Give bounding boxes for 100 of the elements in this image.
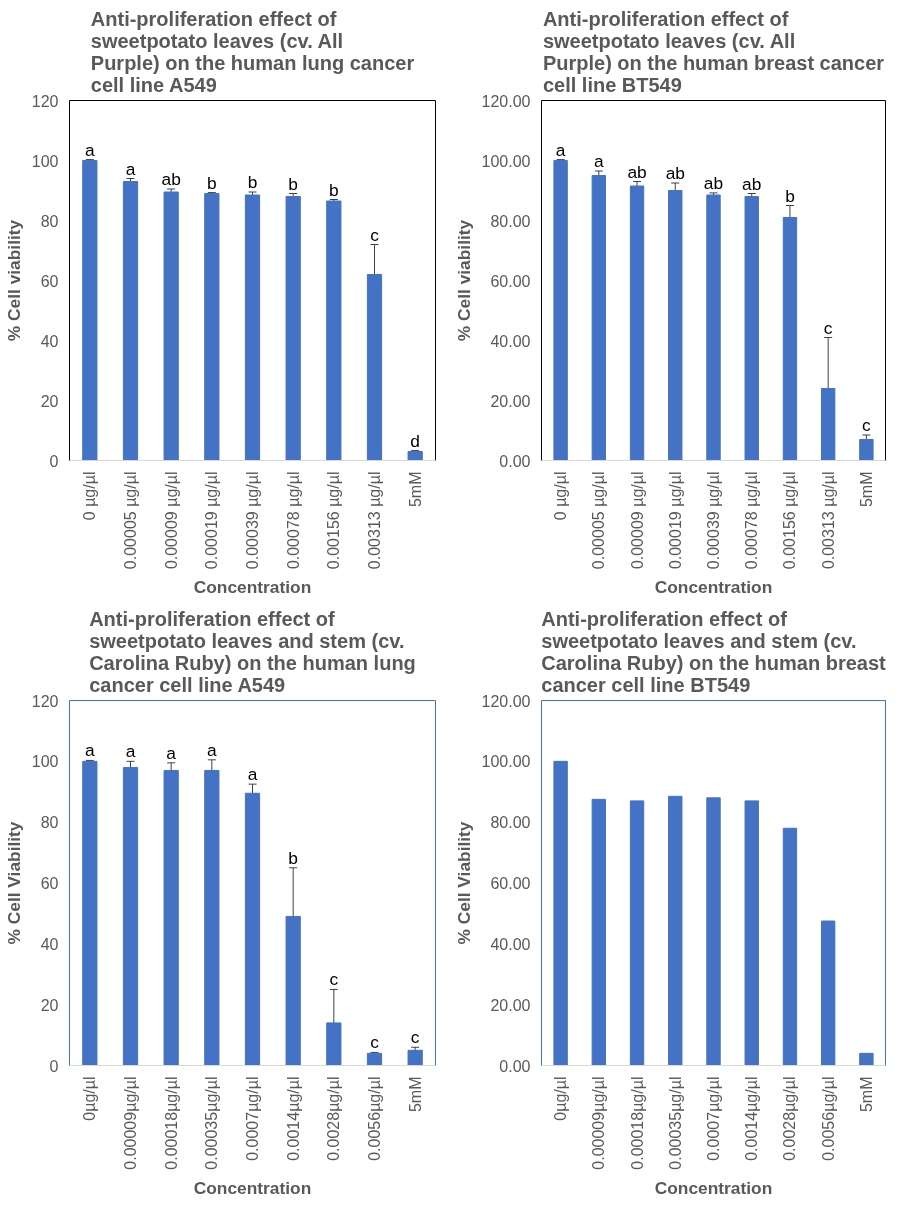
annotation: ab [161, 169, 181, 189]
y-tick-label: 60.00 [490, 875, 531, 892]
annotation: b [288, 847, 298, 868]
y-tick-label: 100 [31, 152, 59, 170]
annotation: ab [627, 161, 647, 182]
x-tick-label: 0µg/µl [552, 1076, 570, 1121]
x-tick-label: 0.00005 µg/µl [122, 471, 139, 570]
annotation: c [370, 1032, 380, 1053]
x-tick-label: 0 µg/µl [81, 471, 99, 521]
chart-title: Anti-proliferation effect of sweetpotato leaves (cv. All Purple) on the human lung cancer cell line A549 [90, 7, 415, 96]
y-tick-label: 60 [40, 875, 59, 892]
annotation: a [555, 139, 566, 160]
x-tick-label: 0.0007µg/µl [705, 1076, 722, 1161]
x-axis-title: Concentration [193, 577, 312, 598]
chart-title: Anti-proliferation effect of sweetpotato leaves and stem (cv. Carolina Ruby) on the human breast cancer cell line BT549 [541, 607, 887, 696]
x-tick-label: 0.00039 µg/µl [705, 471, 722, 570]
x-tick-label: 0.00035µg/µl [203, 1076, 221, 1170]
x-tick-label: 0.00156 µg/µl [781, 471, 799, 570]
annotation: c [329, 969, 339, 990]
chart-title: Anti-proliferation effect of sweetpotato leaves and stem (cv. Carolina Ruby) on the human lung cancer cell line A549 [89, 607, 416, 696]
y-tick-label: 100 [31, 753, 59, 771]
x-tick-label: 0.00313 µg/µl [819, 471, 837, 570]
annotation: b [207, 172, 217, 193]
y-tick-label: 100.00 [481, 152, 531, 170]
annotation: c [823, 317, 833, 338]
y-tick-label: 20.00 [490, 392, 531, 410]
x-tick-label: 0.0028µg/µl [325, 1076, 343, 1161]
x-axis-title: Concentration [654, 577, 773, 598]
x-tick-label: 0.00018µg/µl [628, 1076, 646, 1170]
y-tick-label: 40 [40, 332, 59, 350]
annotation: ab [665, 163, 685, 183]
y-tick-label: 0.00 [499, 452, 531, 470]
x-tick-label: 0µg/µl [81, 1076, 99, 1121]
x-axis-title: Concentration [654, 1177, 773, 1198]
annotation: c [410, 1027, 420, 1048]
y-tick-label: 40.00 [490, 332, 531, 350]
annotation: b [329, 179, 339, 200]
y-tick-label: 120.00 [481, 692, 531, 710]
annotation: c [370, 224, 380, 245]
x-tick-label: 0 µg/µl [552, 471, 570, 521]
x-tick-label: 0.00009µg/µl [122, 1076, 139, 1170]
annotation: a [207, 739, 218, 760]
annotation: b [247, 172, 258, 192]
y-tick-label: 60.00 [490, 272, 531, 290]
annotation: a [85, 139, 96, 160]
y-tick-label: 120.00 [481, 92, 531, 110]
x-axis-title: Concentration [193, 1177, 312, 1198]
x-tick-label: 0.00078 µg/µl [743, 471, 761, 570]
annotation: d [410, 430, 420, 451]
x-tick-label: 0.00078 µg/µl [284, 471, 302, 570]
x-tick-label: 0.0014µg/µl [743, 1076, 761, 1161]
x-tick-label: 0.0056µg/µl [819, 1076, 837, 1161]
x-tick-label: 0.0007µg/µl [244, 1076, 261, 1161]
y-tick-label: 80 [40, 814, 59, 832]
x-tick-label: 0.0056µg/µl [366, 1076, 383, 1161]
y-tick-label: 120 [31, 92, 59, 110]
x-tick-label: 0.00156 µg/µl [325, 471, 343, 570]
x-tick-label: 0.00018µg/µl [162, 1076, 180, 1170]
y-tick-label: 100.00 [481, 753, 531, 771]
annotation: a [247, 764, 258, 785]
x-tick-label: 0.00005 µg/µl [590, 471, 608, 570]
x-tick-label: 0.00019 µg/µl [203, 471, 221, 570]
annotation: c [862, 415, 872, 435]
x-tick-label: 0.00009 µg/µl [628, 471, 646, 570]
y-tick-label: 20 [40, 392, 59, 410]
y-tick-label: 20.00 [490, 996, 531, 1014]
y-tick-label: 0 [49, 1057, 59, 1075]
y-axis-title: % Cell Viability [453, 821, 474, 945]
x-tick-label: 5mM [406, 1076, 424, 1113]
y-tick-label: 20 [40, 996, 59, 1014]
x-tick-label: 0.00039 µg/µl [244, 471, 261, 570]
x-tick-label: 0.00009µg/µl [590, 1076, 608, 1170]
annotation: a [594, 151, 605, 171]
x-tick-label: 0.00019 µg/µl [666, 471, 684, 570]
y-tick-label: 60 [40, 272, 59, 290]
annotation: b [288, 173, 298, 194]
y-tick-label: 80.00 [490, 814, 531, 832]
annotation: ab [703, 172, 724, 193]
annotation: b [785, 185, 795, 206]
y-tick-label: 0 [49, 452, 59, 470]
x-tick-label: 5mM [857, 471, 875, 508]
x-tick-label: 0.00009 µg/µl [162, 471, 180, 570]
y-tick-label: 40 [40, 935, 59, 953]
x-tick-label: 0.00035µg/µl [666, 1076, 684, 1170]
annotation: a [125, 741, 136, 762]
y-tick-label: 0.00 [499, 1057, 531, 1075]
x-tick-label: 0.00313 µg/µl [366, 471, 383, 570]
x-tick-label: 5mM [406, 471, 424, 508]
annotation: a [125, 158, 136, 179]
y-tick-label: 80 [40, 212, 59, 230]
chart-title: Anti-proliferation effect of sweetpotato leaves (cv. All Purple) on the human breast cancer cell line BT549 [542, 7, 885, 96]
y-axis-title: % Cell Viability [3, 821, 24, 945]
y-tick-label: 40.00 [490, 935, 531, 953]
annotation: ab [742, 173, 762, 194]
y-tick-label: 120 [31, 692, 59, 710]
y-axis-title: % Cell viability [3, 219, 24, 342]
x-tick-label: 5mM [857, 1076, 875, 1113]
annotation: a [85, 740, 96, 761]
y-tick-label: 80.00 [490, 212, 531, 230]
y-axis-title: % Cell viability [453, 219, 474, 342]
